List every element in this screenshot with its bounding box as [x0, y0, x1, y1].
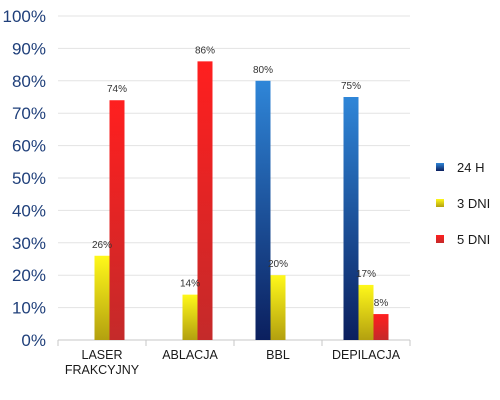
- legend: 24 H 3 DNI 5 DNI: [436, 160, 490, 247]
- bars: [94, 61, 389, 341]
- legend-swatch: [436, 199, 444, 207]
- y-tick-label: 30%: [12, 234, 46, 253]
- data-label: 80%: [253, 65, 273, 76]
- legend-swatch: [436, 235, 444, 243]
- bar: [255, 80, 271, 341]
- y-tick-label: 40%: [12, 201, 46, 220]
- x-tick-label: BBL: [266, 348, 290, 362]
- legend-item: 5 DNI: [436, 232, 490, 247]
- bar: [358, 284, 374, 340]
- legend-item: 24 H: [436, 160, 484, 175]
- y-tick-label: 20%: [12, 266, 46, 285]
- data-label: 86%: [195, 45, 215, 56]
- y-tick-label: 50%: [12, 169, 46, 188]
- bar: [270, 275, 286, 340]
- y-tick-label: 90%: [12, 39, 46, 58]
- y-tick-label: 100%: [3, 7, 46, 26]
- bar: [197, 61, 213, 341]
- bar: [373, 314, 389, 340]
- data-label: 14%: [180, 279, 200, 290]
- legend-label: 3 DNI: [457, 196, 490, 211]
- data-label: 20%: [268, 259, 288, 270]
- data-label: 75%: [341, 81, 361, 92]
- y-tick-label: 60%: [12, 137, 46, 156]
- y-tick-label: 10%: [12, 299, 46, 318]
- bar: [94, 255, 110, 340]
- legend-item: 3 DNI: [436, 196, 490, 211]
- x-axis: LASER FRAKCYJNY ABLACJA BBL DEPILACJA: [65, 348, 401, 377]
- data-label: 26%: [92, 240, 112, 251]
- data-labels: 26% 74% 14% 86% 80% 20% 75% 17% 8%: [92, 45, 388, 309]
- data-label: 17%: [356, 269, 376, 280]
- data-label: 8%: [374, 298, 389, 309]
- y-tick-label: 0%: [21, 331, 46, 350]
- x-tick-label: DEPILACJA: [332, 348, 401, 362]
- x-tick-label: LASER FRAKCYJNY: [65, 348, 140, 377]
- bar: [182, 294, 198, 340]
- y-axis: 0% 10% 20% 30% 40% 50% 60% 70% 80% 90% 100%: [3, 7, 46, 350]
- legend-swatch: [436, 163, 444, 171]
- y-tick-label: 70%: [12, 104, 46, 123]
- legend-label: 5 DNI: [457, 232, 490, 247]
- y-tick-label: 80%: [12, 72, 46, 91]
- legend-label: 24 H: [457, 160, 484, 175]
- data-label: 74%: [107, 84, 127, 95]
- bar: [343, 97, 359, 340]
- x-tick-label: ABLACJA: [162, 348, 218, 362]
- bar: [109, 100, 125, 341]
